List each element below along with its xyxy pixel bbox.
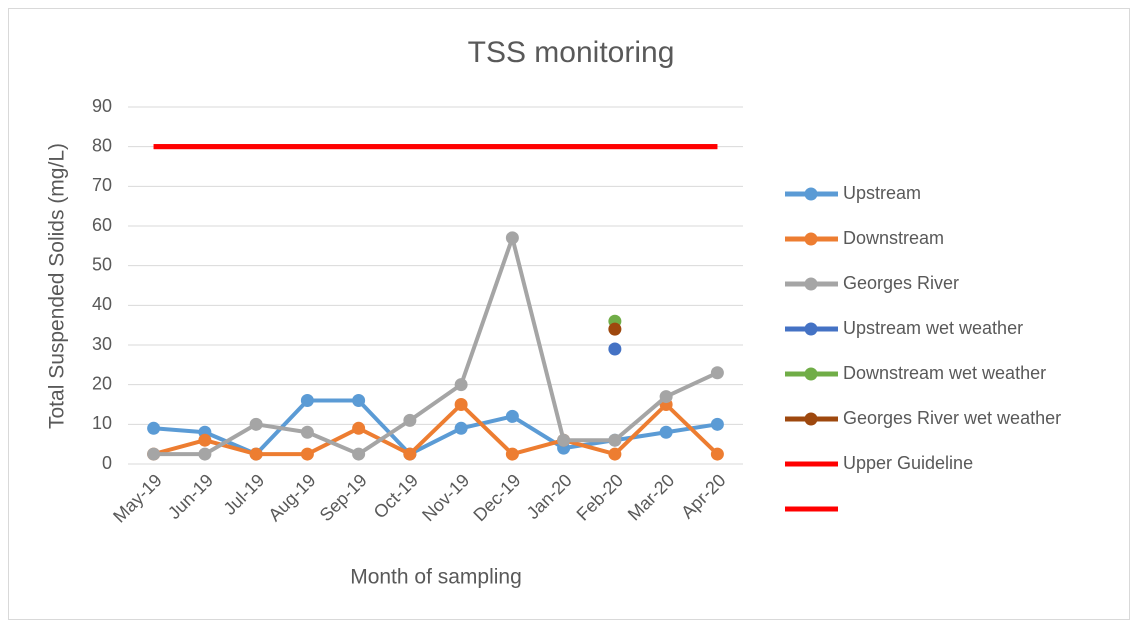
legend-label: Georges River [843,273,959,293]
legend-marker [804,412,818,426]
point [198,433,212,447]
point [505,409,519,423]
point [403,447,417,461]
point [659,390,673,404]
point [249,447,263,461]
chart-frame [8,8,1130,620]
y-tick-label: 70 [92,175,112,195]
y-tick-label: 50 [92,254,112,274]
point [454,398,468,411]
legend-marker [804,187,818,201]
point [608,322,622,336]
y-tick-label: 40 [92,294,112,314]
point [198,447,212,461]
point [454,378,468,392]
point [147,421,161,435]
point [608,342,622,356]
legend-label: Downstream [843,228,944,248]
point [505,231,519,245]
legend-label: Upstream wet weather [843,318,1023,338]
point [557,433,571,447]
point [147,447,161,461]
series-line [153,402,719,457]
point [454,421,468,435]
point [300,447,314,461]
legend-marker [804,322,818,336]
point [352,447,366,461]
point [608,447,622,461]
point [710,417,724,431]
x-axis-title: Month of sampling [350,566,522,589]
point [403,413,417,427]
legend-marker [804,277,818,291]
point [300,394,314,408]
point [608,433,622,447]
chart-title: TSS monitoring [468,36,675,69]
y-tick-label: 60 [92,215,112,235]
y-tick-label: 80 [92,135,112,155]
y-tick-label: 30 [92,334,112,354]
point [659,425,673,439]
y-tick-label: 90 [92,96,112,116]
y-tick-label: 10 [92,413,112,433]
point [352,394,366,408]
series-line [153,235,719,457]
point [505,447,519,461]
point [249,417,263,431]
legend-marker [804,367,818,381]
point [710,447,724,461]
legend-label: Downstream wet weather [843,363,1046,383]
point [710,366,724,380]
legend-label: Georges River wet weather [843,408,1061,428]
legend-label: Upstream [843,183,921,203]
y-axis-title: Total Suspended Solids (mg/L) [46,143,69,429]
legend-label: Upper Guideline [843,453,973,473]
point [352,421,366,435]
point [300,425,314,439]
y-tick-label: 20 [92,373,112,393]
y-tick-label: 0 [102,453,112,473]
legend-marker [804,232,818,246]
